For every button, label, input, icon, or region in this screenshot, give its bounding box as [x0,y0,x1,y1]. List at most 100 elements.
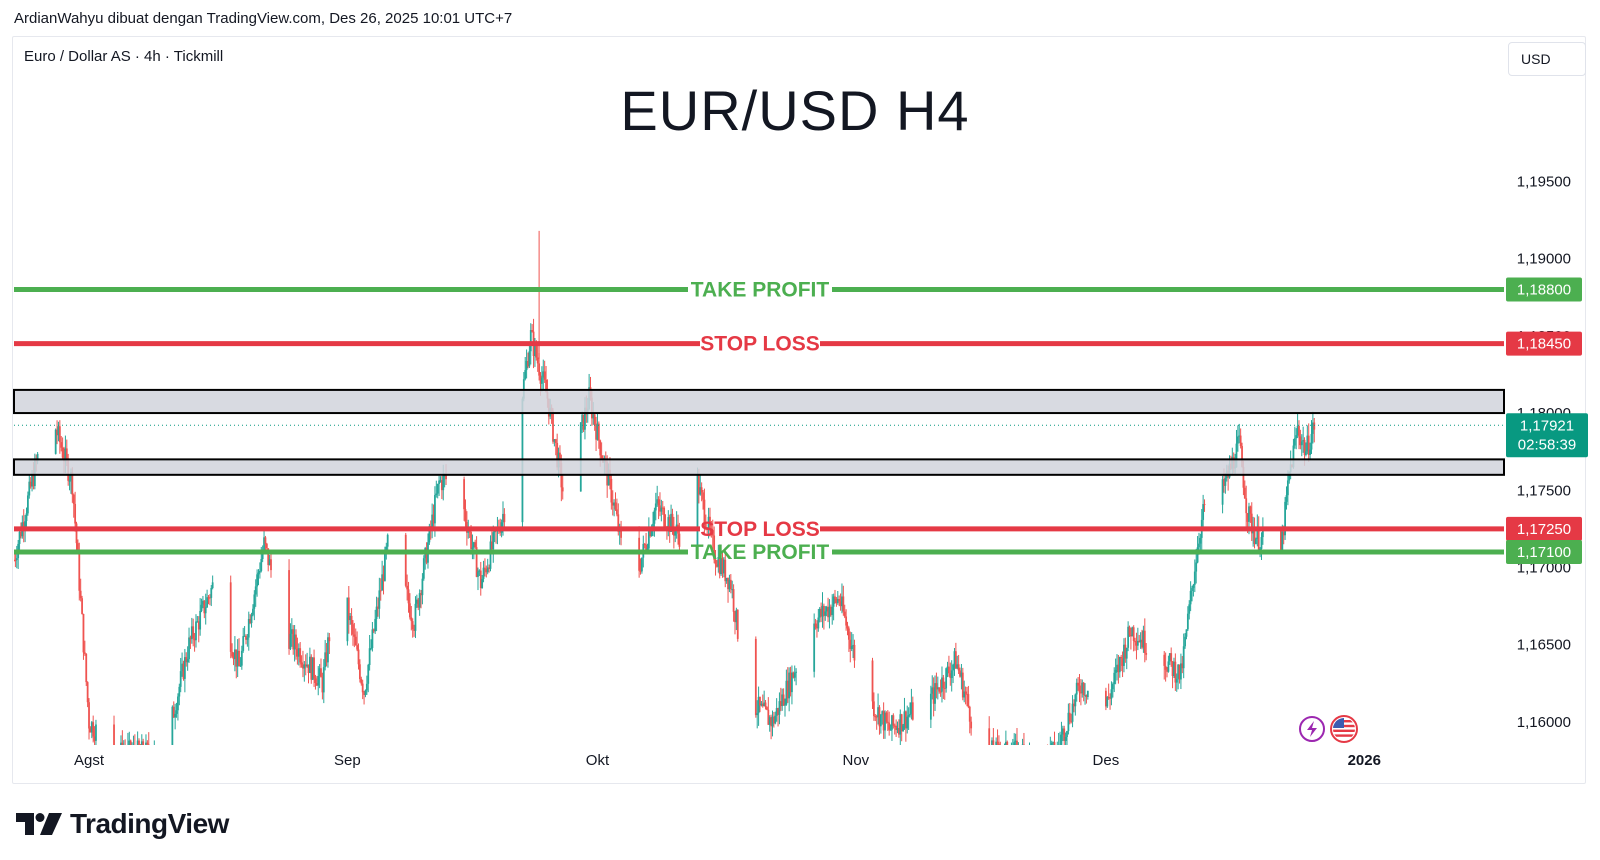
candle-body-391 [772,716,775,724]
candle-body-535 [1056,745,1058,755]
candle-body-455 [895,725,898,730]
candle-body-522 [1021,744,1024,745]
candle-body-375 [734,611,736,623]
candle-body-449 [886,721,889,723]
candle-body-438 [871,660,874,702]
take-profit-level-0[interactable]: TAKE PROFIT [14,279,1504,302]
candle-body-33 [75,523,78,544]
candle-body-565 [1114,669,1117,673]
candle-body-242 [482,567,485,579]
candle-body-287 [561,487,564,492]
symbol-legend[interactable]: Euro / Dollar AS · 4h · Tickmill [24,48,224,65]
candle-body-366 [721,558,724,574]
candle-body-647 [1261,529,1264,538]
candle-body-489 [959,670,961,677]
candle-body-265 [531,330,534,332]
us-flag-icon[interactable] [1330,715,1358,743]
candle-body-93 [192,626,195,639]
candle-body-344 [674,530,677,536]
candle-body-46 [93,736,96,741]
candle-body-39 [83,652,86,654]
candle-body-111 [233,649,236,660]
candle-body-552 [1079,692,1082,694]
candle-body-185 [370,648,372,650]
candle-body-491 [961,672,964,698]
candle-body-62 [133,747,135,752]
candle-body-232 [468,531,471,533]
candle-body-633 [1242,466,1245,488]
candle-body-519 [1017,746,1019,762]
candle-body-380 [757,696,760,714]
candle-body-241 [481,578,484,589]
candle-body-563 [1111,684,1114,690]
candle-body-197 [386,534,389,547]
candle-body-34 [77,543,79,553]
candle-body-234 [471,547,474,549]
chart-frame[interactable] [12,36,1586,784]
candle-body-63 [134,747,136,755]
x-axis: Agst Sep Okt Nov Des 2026 [74,752,1381,769]
candle-body-288 [579,422,582,492]
last-price-value: 1,17921 [1520,417,1574,434]
candle-body-516 [1013,742,1016,745]
candle-body-400 [785,680,788,705]
candle-body-270 [538,363,541,376]
candle-body-194 [382,574,385,581]
candle-body-671 [1311,422,1314,434]
candle-body-124 [252,608,254,615]
candle-body-330 [654,503,657,511]
x-tick-label-0: Agst [74,752,105,769]
candle-body-551 [1078,685,1081,693]
candle-body-291 [584,407,586,430]
tradingview-logo[interactable]: TradingView [16,808,229,840]
stop-loss-level-2[interactable]: STOP LOSS [14,518,1504,541]
candle-body-370 [727,577,729,590]
candle-body-437 [853,644,856,661]
candle-body-91 [189,637,192,640]
candle-body-94 [193,638,196,641]
candle-body-44 [90,722,93,733]
candle-body-317 [620,526,622,538]
candle-body-269 [536,357,539,364]
candle-body-401 [786,680,789,699]
candle-body-505 [998,743,1000,745]
candle-body-310 [610,478,613,503]
candle-body-17 [36,453,39,462]
candle-body-151 [306,664,309,667]
candle-body-385 [764,702,767,708]
candle-body-205 [414,603,417,631]
level-label-0: TAKE PROFIT [691,279,830,302]
candle-body-468 [929,693,932,720]
candle-body-427 [839,601,842,607]
candle-body-404 [791,672,793,693]
candle-body-530 [1049,745,1051,760]
candle-body-148 [302,664,304,669]
candle-body-387 [767,709,770,725]
candle-body-159 [317,675,320,686]
stop-loss-level-1[interactable]: STOP LOSS [14,333,1504,356]
candle-body-208 [418,593,421,608]
candle-body-43 [89,728,92,733]
candle-body-45 [92,722,95,737]
candle-body-192 [379,590,382,592]
lightning-icon[interactable] [1299,716,1325,742]
candle-body-65 [136,740,139,745]
candle-body-393 [775,708,778,716]
candle-body-451 [889,729,892,731]
candle-body-238 [477,571,479,577]
candle-body-322 [643,543,646,545]
sr-zone-0[interactable] [13,388,1505,415]
candle-body-544 [1068,712,1071,722]
candle-body-163 [322,667,325,693]
candle-body-339 [667,517,670,530]
take-profit-level-3[interactable]: TAKE PROFIT [14,541,1504,564]
currency-button[interactable]: USD [1508,42,1586,76]
candle-body-280 [552,411,554,442]
candle-body-156 [313,657,315,679]
candle-body-481 [948,666,950,674]
sr-zone-1[interactable] [13,458,1505,476]
candle-body-493 [964,691,967,694]
candle-body-51 [117,758,119,763]
candle-body-515 [1012,752,1014,756]
